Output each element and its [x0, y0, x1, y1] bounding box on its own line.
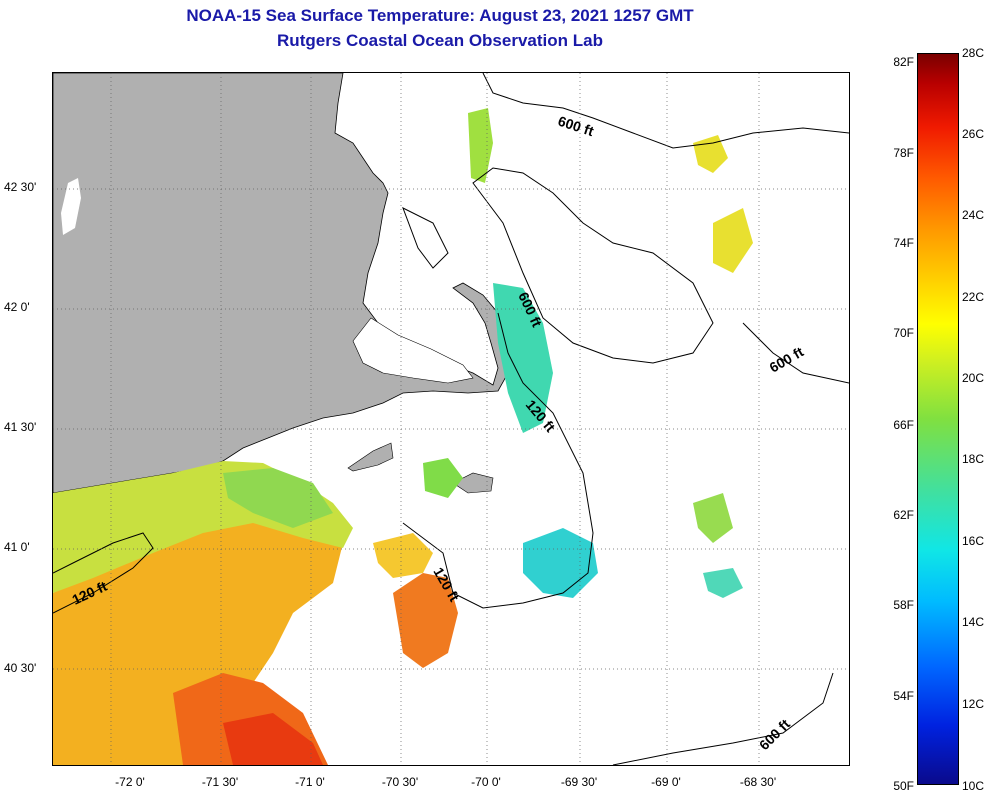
lon-label: -71 0' [295, 775, 325, 789]
contour-600ft-north [482, 73, 849, 149]
sst-cyan-strip [493, 283, 553, 433]
colorbar-c-label: 10C [962, 779, 985, 793]
colorbar-c-label: 22C [962, 290, 985, 304]
island-marthas-vineyard [347, 442, 394, 472]
contour-120ft-south [402, 312, 594, 609]
land-snow-patch [61, 178, 81, 235]
graticule [53, 73, 849, 765]
contour-600ft-east [742, 322, 849, 384]
colorbar-c-label: 26C [962, 127, 985, 141]
land-mass [53, 73, 509, 494]
colorbar-f-label: 70F [893, 326, 914, 340]
lat-label: 42 0' [4, 300, 30, 314]
contour-label-600ft-southeast: 600 ft [756, 716, 793, 753]
sst-cold-region [523, 528, 598, 598]
sst-green-patch [223, 468, 333, 528]
colorbar-c-label: 24C [962, 208, 985, 222]
contour-bay-loop [402, 206, 449, 269]
contour-120ft-west [53, 532, 154, 614]
colorbar-f-label: 58F [893, 598, 914, 612]
colorbar-c-label: 16C [962, 534, 985, 548]
colorbar-f-label: 74F [893, 236, 914, 250]
sst-green-east [693, 493, 733, 543]
lat-label: 41 0' [4, 540, 30, 554]
colorbar-c-label: 20C [962, 371, 985, 385]
colorbar-f-label: 50F [893, 779, 914, 793]
sst-yellow-east [713, 208, 753, 273]
colorbar-c-label: 12C [962, 697, 985, 711]
lat-label: 40 30' [4, 661, 37, 675]
sst-map: 600 ft 600 ft 600 ft 600 ft 120 ft 120 f… [52, 72, 850, 766]
colorbar-f-label: 82F [893, 55, 914, 69]
temperature-colorbar [917, 53, 959, 785]
lat-label: 42 30' [4, 180, 37, 194]
map-subtitle: Rutgers Coastal Ocean Observation Lab [277, 31, 603, 50]
lat-label: 41 30' [4, 420, 37, 434]
map-canvas: 600 ft 600 ft 600 ft 600 ft 120 ft 120 f… [53, 73, 849, 765]
sst-offshore-warm [393, 573, 458, 668]
lon-label: -69 30' [560, 775, 598, 789]
lon-label: -69 0' [651, 775, 681, 789]
colorbar-f-label: 78F [893, 146, 914, 160]
colorbar-c-label: 14C [962, 615, 985, 629]
sst-hot-core [223, 713, 323, 765]
sst-green-north [468, 108, 493, 183]
map-title: NOAA-15 Sea Surface Temperature: August … [186, 6, 694, 25]
lon-label: -72 0' [115, 775, 145, 789]
contour-600ft-southeast [612, 672, 834, 765]
lon-label: -68 30' [739, 775, 777, 789]
colorbar-c-label: 28C [962, 46, 985, 60]
sst-cyan-east [703, 568, 743, 598]
lon-label: -71 30' [201, 775, 239, 789]
colorbar-f-label: 54F [893, 689, 914, 703]
sst-green-small [423, 458, 463, 498]
bay-water [352, 317, 474, 384]
colorbar-f-label: 62F [893, 508, 914, 522]
colorbar-c-label: 18C [962, 452, 985, 466]
sst-offshore-yellow [373, 533, 433, 578]
colorbar-f-label: 66F [893, 418, 914, 432]
lon-label: -70 30' [381, 775, 419, 789]
lon-label: -70 0' [471, 775, 501, 789]
contour-600ft-basin [472, 167, 714, 364]
